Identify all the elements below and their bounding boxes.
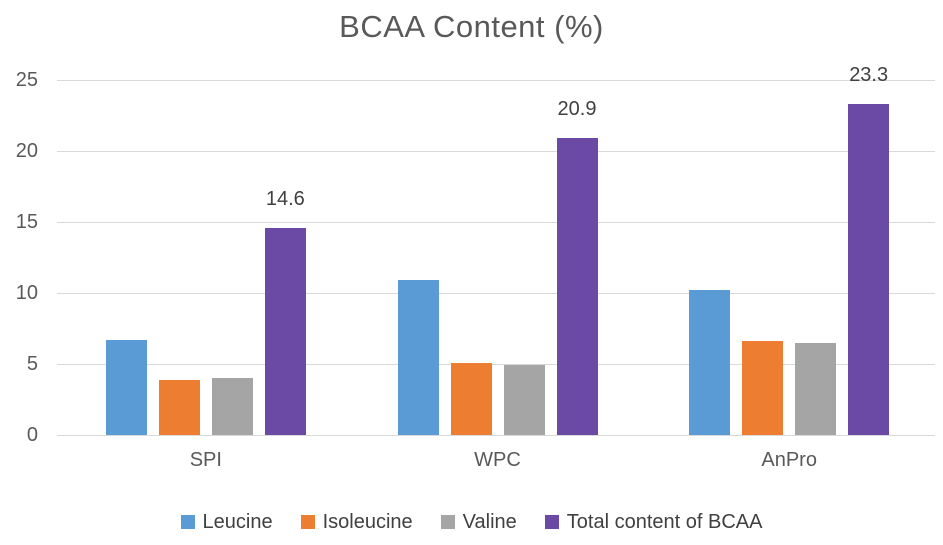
gridline-5 — [57, 363, 935, 365]
bar-valine-anpro — [795, 342, 837, 435]
legend-label-leucine: Leucine — [202, 510, 273, 533]
y-axis-tick-label-15: 15 — [15, 211, 38, 233]
legend-item-valine: Valine — [440, 510, 517, 534]
legend-item-leucine: Leucine — [180, 510, 273, 534]
bar-total-content-of-bcaa-spi — [264, 227, 306, 435]
bar-total-content-of-bcaa-wpc — [556, 138, 598, 435]
legend-label-total-content-of-bcaa: Total content of BCAA — [566, 510, 763, 533]
bar-leucine-wpc — [397, 280, 439, 435]
gridline-20 — [57, 150, 935, 152]
legend-swatch-leucine — [180, 515, 195, 529]
legend-item-total-content-of-bcaa: Total content of BCAA — [544, 510, 763, 534]
legend: Leucine Isoleucine Valine Total content of … — [0, 508, 943, 536]
bar-isoleucine-spi — [158, 379, 200, 435]
gridline-10 — [57, 292, 935, 294]
x-category-label-wpc: WPC — [474, 449, 521, 471]
y-axis-tick-label-25: 25 — [15, 69, 38, 91]
legend-label-isoleucine: Isoleucine — [322, 510, 413, 533]
data-label-total-content-of-bcaa-anpro: 23.3 — [849, 64, 889, 87]
bar-isoleucine-anpro — [742, 341, 784, 435]
gridline-0 — [57, 434, 935, 436]
legend-item-isoleucine: Isoleucine — [300, 510, 413, 534]
gridline-25 — [57, 79, 935, 81]
y-axis-tick-label-0: 0 — [26, 424, 38, 446]
legend-label-valine: Valine — [462, 510, 517, 533]
y-axis-tick-label-10: 10 — [15, 282, 38, 304]
bar-total-content-of-bcaa-anpro — [848, 104, 890, 435]
bar-leucine-anpro — [689, 290, 731, 435]
legend-swatch-total-content-of-bcaa — [544, 515, 559, 529]
x-category-label-anpro: AnPro — [761, 449, 817, 471]
bar-valine-wpc — [503, 365, 545, 435]
data-label-total-content-of-bcaa-wpc: 20.9 — [557, 98, 597, 121]
chart-title: BCAA Content (%) — [339, 9, 604, 44]
legend-swatch-valine — [440, 515, 455, 529]
bar-leucine-spi — [105, 339, 147, 435]
data-label-total-content-of-bcaa-spi: 14.6 — [265, 187, 305, 210]
bar-isoleucine-wpc — [450, 362, 492, 435]
y-axis-tick-label-5: 5 — [26, 353, 38, 375]
legend-swatch-isoleucine — [300, 515, 315, 529]
x-category-label-spi: SPI — [189, 449, 222, 471]
gridline-15 — [57, 221, 935, 223]
bar-valine-spi — [211, 378, 253, 435]
y-axis-tick-label-20: 20 — [15, 140, 38, 162]
